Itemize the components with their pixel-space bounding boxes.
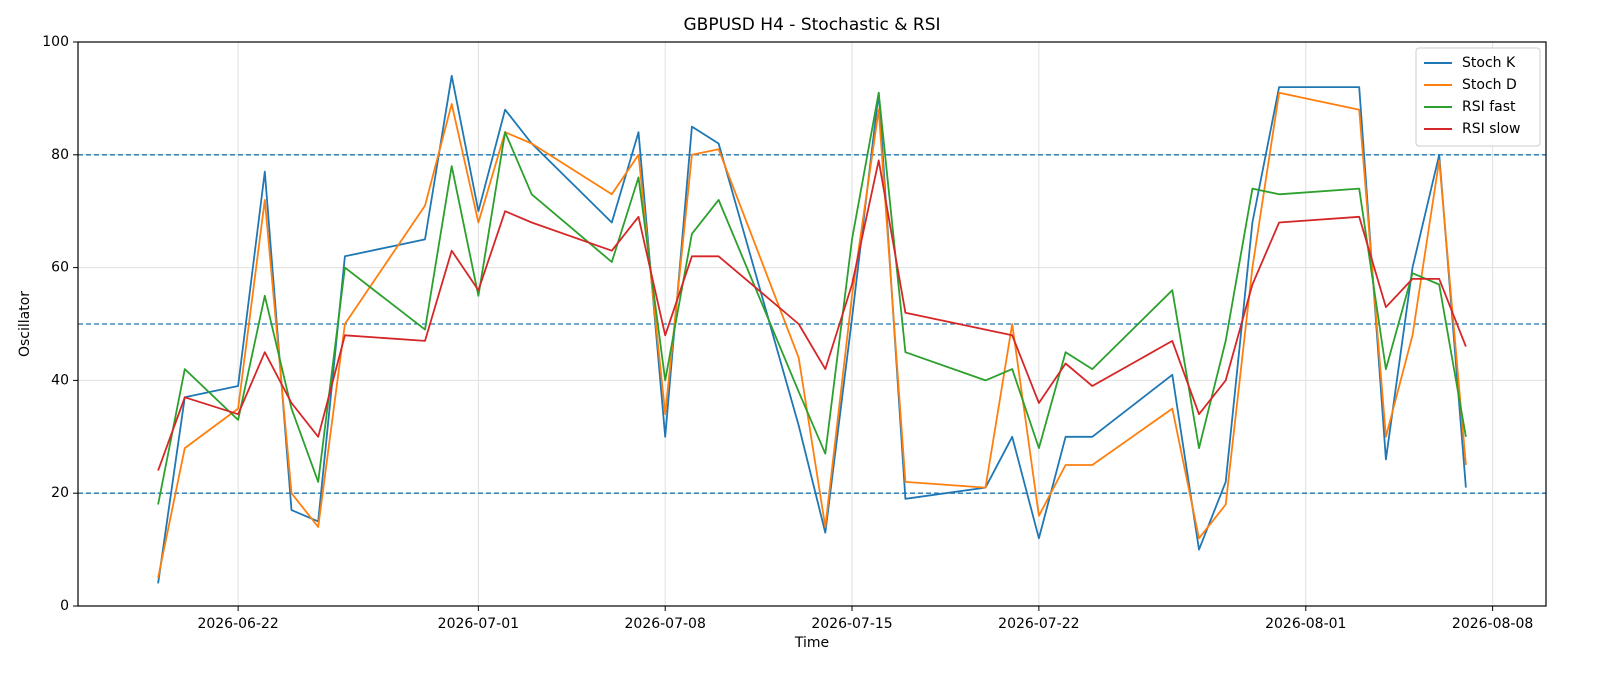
plot-frame: [77, 41, 1547, 607]
legend-label: Stoch K: [1462, 55, 1516, 71]
y-tick-label: 60: [51, 260, 69, 276]
x-tick-label: 2026-07-01: [438, 616, 519, 632]
y-tick-label: 40: [51, 372, 69, 388]
x-tick-label: 2026-07-08: [625, 616, 706, 632]
x-tick-label: 2026-06-22: [197, 616, 278, 632]
x-tick-label: 2026-07-22: [998, 616, 1079, 632]
y-tick-label: 100: [42, 34, 69, 50]
legend-label: RSI slow: [1462, 121, 1520, 137]
x-tick-label: 2026-08-08: [1452, 616, 1533, 632]
legend-box: [1415, 47, 1541, 147]
y-tick-label: 80: [51, 147, 69, 163]
series-line: [157, 91, 1467, 578]
series-line: [157, 159, 1467, 471]
chart-title: GBPUSD H4 - Stochastic & RSI: [683, 15, 940, 35]
y-tick-label: 0: [60, 598, 69, 614]
x-tick-label: 2026-08-01: [1265, 616, 1346, 632]
x-tick-label: 2026-07-15: [811, 616, 892, 632]
legend-label: RSI fast: [1462, 99, 1516, 115]
series-line: [157, 91, 1467, 505]
x-axis-label: Time: [794, 635, 829, 651]
legend-label: Stoch D: [1462, 77, 1517, 93]
series-line: [157, 74, 1467, 584]
y-axis-label: Oscillator: [17, 291, 33, 357]
y-tick-label: 20: [51, 485, 69, 501]
